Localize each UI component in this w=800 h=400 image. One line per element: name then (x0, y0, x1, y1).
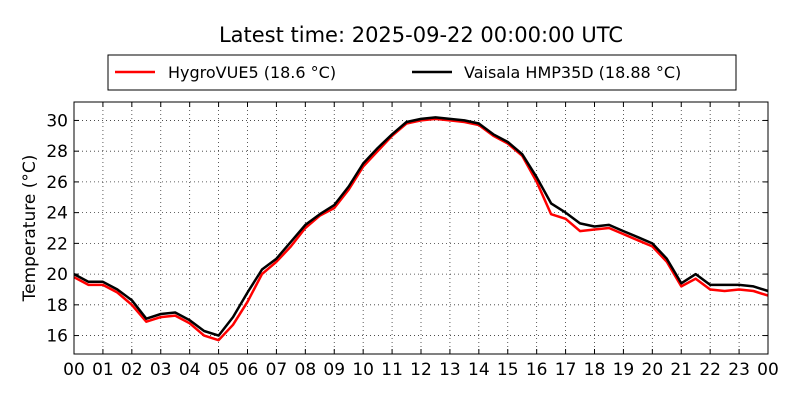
y-tick-label: 28 (46, 142, 68, 162)
y-axis-label: Temperature (°C) (20, 155, 40, 303)
x-tick-label: 23 (728, 360, 750, 380)
legend-label-vaisala: Vaisala HMP35D (18.88 °C) (464, 63, 681, 82)
x-tick-label: 11 (381, 360, 403, 380)
x-tick-label: 13 (439, 360, 461, 380)
x-tick-label: 04 (179, 360, 201, 380)
x-tick-label: 10 (352, 360, 374, 380)
x-tick-label: 06 (237, 360, 259, 380)
x-tick-label: 07 (266, 360, 288, 380)
x-tick-label: 22 (699, 360, 721, 380)
x-tick-label: 17 (555, 360, 577, 380)
plot-frame (73, 101, 769, 355)
x-tick-label: 05 (208, 360, 230, 380)
chart-title: Latest time: 2025-09-22 00:00:00 UTC (219, 23, 623, 47)
x-tick-label: 19 (613, 360, 635, 380)
x-tick-label: 00 (757, 360, 779, 380)
series-line-0 (73, 117, 769, 342)
legend: HygroVUE5 (18.6 °C) Vaisala HMP35D (18.8… (107, 54, 737, 91)
x-tick-label: 18 (584, 360, 606, 380)
y-ticks: 16 18 20 22 24 26 28 30 (46, 111, 768, 347)
y-tick-label: 20 (46, 265, 68, 285)
x-tick-label: 03 (150, 360, 172, 380)
x-tick-label: 01 (92, 360, 114, 380)
x-tick-label: 00 (63, 360, 85, 380)
x-tick-label: 20 (642, 360, 664, 380)
y-tick-label: 22 (46, 234, 68, 254)
x-tick-label: 09 (323, 360, 345, 380)
x-tick-label: 15 (497, 360, 519, 380)
x-tick-label: 21 (670, 360, 692, 380)
x-ticks: 00 01 02 03 04 05 06 07 08 09 10 11 12 13 14 15 16 17 18 19… (63, 102, 779, 380)
x-tick-label: 02 (121, 360, 143, 380)
y-tick-label: 26 (46, 173, 68, 193)
x-tick-label: 16 (526, 360, 548, 380)
x-tick-label: 08 (295, 360, 317, 380)
series-group (73, 116, 769, 342)
legend-label-hygrovue5: HygroVUE5 (18.6 °C) (168, 63, 336, 82)
x-tick-label: 14 (468, 360, 490, 380)
y-tick-label: 18 (46, 296, 68, 316)
y-tick-label: 24 (46, 204, 68, 224)
x-tick-label: 12 (410, 360, 432, 380)
y-tick-label: 16 (46, 327, 68, 347)
y-tick-label: 30 (46, 111, 68, 131)
series-line-1 (73, 116, 769, 337)
